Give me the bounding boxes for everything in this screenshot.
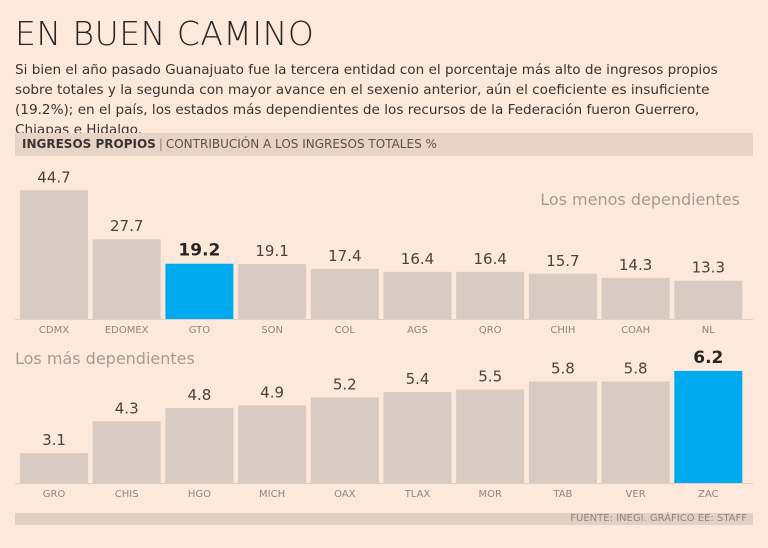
panel-annotation: Los menos dependientes (540, 190, 740, 209)
category-label: MOR (478, 489, 501, 500)
category-label: COL (335, 325, 356, 336)
value-label: 16.4 (401, 250, 434, 268)
value-label: 19.1 (255, 242, 288, 260)
category-label: VER (626, 489, 646, 500)
bar-chih (528, 273, 597, 319)
category-label: COAH (621, 325, 650, 336)
bar-oax (310, 397, 379, 483)
value-label: 5.8 (551, 360, 575, 378)
intro-text: Si bien el año pasado Guanajuato fue la … (15, 62, 718, 138)
bar-qro (456, 271, 525, 319)
value-label: 5.8 (624, 360, 648, 378)
bar-cdmx (20, 190, 88, 319)
category-label: EDOMEX (105, 325, 149, 336)
bar-gto (165, 263, 234, 319)
panel-annotation: Los más dependientes (15, 349, 195, 368)
category-label: TAB (552, 489, 572, 500)
bar-mor (456, 389, 525, 483)
page-title: EN BUEN CAMINO (15, 14, 315, 53)
value-label: 27.7 (110, 217, 143, 235)
bar-ags (383, 271, 452, 319)
chart-header: INGRESOS PROPIOS | CONTRIBUCIÓN A LOS INGR… (15, 133, 753, 156)
value-label: 16.4 (473, 250, 506, 268)
value-label: 44.7 (37, 168, 70, 186)
category-label: CHIS (115, 489, 139, 500)
category-label: NL (702, 325, 715, 336)
value-label: 13.3 (692, 259, 725, 277)
category-label: ZAC (698, 489, 719, 500)
bar-edomex (92, 239, 161, 319)
category-label: GTO (189, 325, 211, 336)
value-label: 4.3 (115, 399, 139, 417)
category-label: AGS (407, 325, 428, 336)
category-label: TLAX (404, 489, 431, 500)
value-label: 5.5 (478, 367, 502, 385)
bar-mich (238, 405, 307, 483)
bar-gro (20, 453, 88, 483)
source-footer: FUENTE: INEGI. GRÁFICO EE: STAFF (15, 513, 753, 525)
value-label: 17.4 (328, 247, 361, 265)
bar-tab (528, 381, 597, 483)
value-label: 6.2 (693, 348, 723, 368)
value-label: 14.3 (619, 256, 652, 274)
value-label: 15.7 (546, 252, 579, 270)
bar-coah (601, 277, 670, 319)
bar-ver (601, 381, 670, 483)
value-label: 19.2 (178, 241, 220, 261)
category-label: GRO (43, 489, 66, 500)
bar-hgo (165, 408, 234, 483)
value-label: 5.4 (406, 370, 430, 388)
value-label: 4.9 (260, 383, 284, 401)
category-label: OAX (334, 489, 356, 500)
category-label: CDMX (39, 325, 69, 336)
header-bold: INGRESOS PROPIOS (22, 137, 156, 151)
bar-zac (674, 370, 743, 483)
header-separator: | (158, 137, 163, 151)
bar-son (238, 263, 307, 319)
bar-chis (92, 421, 161, 483)
bar-tlax (383, 392, 452, 483)
bar-nl (674, 280, 743, 319)
category-label: CHIH (550, 325, 575, 336)
value-label: 4.8 (187, 386, 211, 404)
category-label: SON (261, 325, 283, 336)
category-label: HGO (188, 489, 211, 500)
category-label: QRO (479, 325, 502, 336)
value-label: 3.1 (42, 431, 66, 449)
bar-col (310, 268, 379, 319)
category-label: MICH (259, 489, 285, 500)
value-label: 5.2 (333, 375, 357, 393)
header-subtitle: CONTRIBUCIÓN A LOS INGRESOS TOTALES % (165, 137, 437, 151)
